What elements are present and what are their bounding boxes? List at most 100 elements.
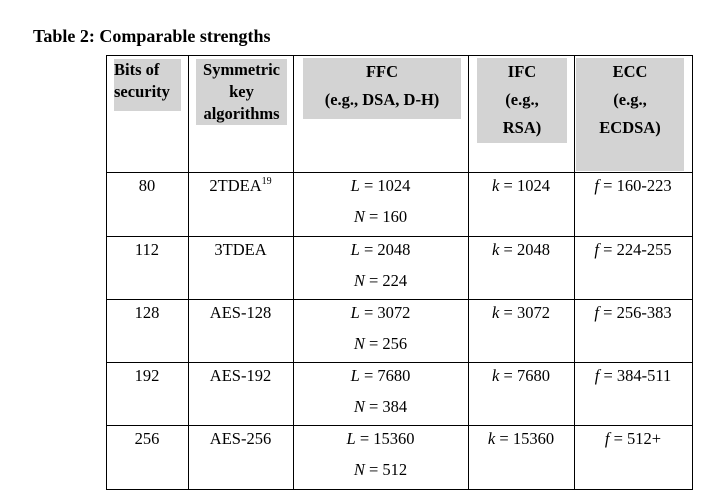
ffc-L-cell: L = 1024 <box>293 176 468 196</box>
equals-sign: = <box>599 366 617 385</box>
equals-sign: = <box>499 303 517 322</box>
algorithm-name: AES-128 <box>209 303 272 322</box>
bits-of-security-cell: 128 <box>106 303 188 323</box>
ifc-k-cell: k = 3072 <box>468 303 574 323</box>
parameter-value: 1024 <box>516 176 550 195</box>
parameter-value: 7680 <box>516 366 550 385</box>
row-divider <box>106 172 693 173</box>
ecc-f-cell: f = 160-223 <box>574 176 692 196</box>
row-divider <box>106 425 693 426</box>
variable-symbol: L <box>350 303 360 322</box>
variable-symbol: k <box>492 240 500 259</box>
parameter-value: 2048 <box>377 240 411 259</box>
column-divider <box>574 55 575 490</box>
parameter-value: 512 <box>382 460 408 479</box>
row-divider <box>106 362 693 363</box>
header-line: Bits of <box>114 60 160 79</box>
equals-sign: = <box>495 429 513 448</box>
table-border-top <box>106 55 693 56</box>
symmetric-algorithm-cell: AES-128 <box>188 303 293 323</box>
parameter-value: 160-223 <box>616 176 672 195</box>
parameter-value: 384-511 <box>616 366 672 385</box>
variable-symbol: L <box>350 240 360 259</box>
equals-sign: = <box>364 460 383 479</box>
ffc-L-cell: L = 7680 <box>293 366 468 386</box>
bits-value: 128 <box>134 303 160 322</box>
variable-symbol: L <box>350 366 360 385</box>
parameter-value: 512+ <box>627 429 662 448</box>
variable-symbol: f <box>594 240 600 259</box>
variable-symbol: k <box>492 176 500 195</box>
algorithm-name: AES-256 <box>209 429 272 448</box>
bits-value: 256 <box>134 429 160 448</box>
equals-sign: = <box>499 176 517 195</box>
header-line: (e.g., <box>505 90 539 109</box>
variable-symbol: N <box>353 397 365 416</box>
parameter-value: 160 <box>382 207 408 226</box>
equals-sign: = <box>599 240 617 259</box>
equals-sign: = <box>364 271 383 290</box>
ifc-k-cell: k = 1024 <box>468 176 574 196</box>
comparable-strengths-table: Bits of security Symmetric key algorithm… <box>106 55 693 490</box>
header-bits-of-security: Bits of security <box>114 59 181 111</box>
header-line: ECDSA) <box>599 118 661 137</box>
header-line: (e.g., DSA, D-H) <box>324 90 440 109</box>
header-symmetric-key-algorithms: Symmetric key algorithms <box>196 59 287 125</box>
bits-value: 80 <box>138 176 156 195</box>
variable-symbol: L <box>350 176 360 195</box>
symmetric-algorithm-cell: AES-256 <box>188 429 293 449</box>
ifc-k-cell: k = 2048 <box>468 240 574 260</box>
algorithm-name: 3TDEA <box>214 240 267 259</box>
symmetric-algorithm-cell: 3TDEA <box>188 240 293 260</box>
variable-symbol: f <box>594 366 600 385</box>
variable-symbol: N <box>353 334 365 353</box>
parameter-value: 15360 <box>373 429 415 448</box>
column-divider <box>188 55 189 490</box>
parameter-value: 2048 <box>516 240 550 259</box>
ecc-f-cell: f = 384-511 <box>574 366 692 386</box>
ffc-L-cell: L = 3072 <box>293 303 468 323</box>
equals-sign: = <box>599 303 617 322</box>
header-line: algorithms <box>203 104 280 123</box>
variable-symbol: k <box>492 366 500 385</box>
parameter-value: 7680 <box>377 366 411 385</box>
parameter-value: 224 <box>382 271 408 290</box>
ffc-L-cell: L = 2048 <box>293 240 468 260</box>
equals-sign: = <box>364 397 383 416</box>
header-line: IFC <box>507 62 537 81</box>
column-divider <box>468 55 469 490</box>
bits-of-security-cell: 112 <box>106 240 188 260</box>
equals-sign: = <box>359 303 378 322</box>
bits-of-security-cell: 256 <box>106 429 188 449</box>
variable-symbol: k <box>492 303 500 322</box>
variable-symbol: N <box>353 207 365 226</box>
equals-sign: = <box>359 176 378 195</box>
header-line: Symmetric <box>203 60 280 79</box>
header-line: key <box>229 82 254 101</box>
header-ffc: FFC (e.g., DSA, D-H) <box>303 58 461 119</box>
header-line: ECC <box>612 62 648 81</box>
header-line: FFC <box>365 62 399 81</box>
variable-symbol: f <box>604 429 610 448</box>
parameter-value: 15360 <box>512 429 555 448</box>
row-divider <box>106 299 693 300</box>
equals-sign: = <box>359 366 378 385</box>
parameter-value: 256-383 <box>616 303 672 322</box>
bits-value: 192 <box>134 366 160 385</box>
variable-symbol: N <box>353 271 365 290</box>
ffc-N-cell: N = 512 <box>293 460 468 480</box>
variable-symbol: L <box>346 429 356 448</box>
ifc-k-cell: k = 7680 <box>468 366 574 386</box>
table-border-right <box>692 55 693 490</box>
variable-symbol: f <box>594 176 600 195</box>
equals-sign: = <box>359 240 378 259</box>
ffc-N-cell: N = 224 <box>293 271 468 291</box>
algorithm-name: 2TDEA <box>209 176 262 195</box>
ifc-k-cell: k = 15360 <box>468 429 574 449</box>
variable-symbol: k <box>487 429 496 448</box>
parameter-value: 384 <box>382 397 408 416</box>
bits-value: 112 <box>134 240 160 259</box>
equals-sign: = <box>364 207 383 226</box>
ecc-f-cell: f = 256-383 <box>574 303 692 323</box>
ffc-N-cell: N = 160 <box>293 207 468 227</box>
